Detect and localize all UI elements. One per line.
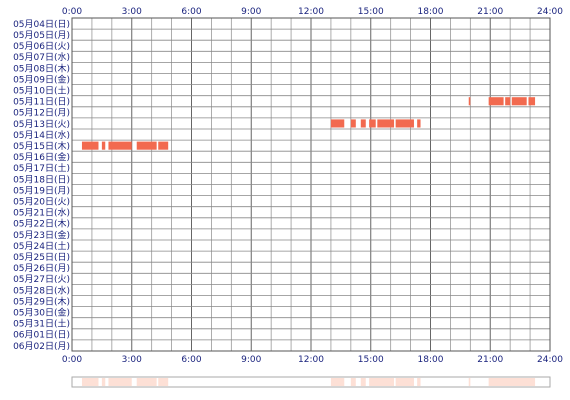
day-label: 05月07日(水) xyxy=(13,51,70,63)
day-label: 05月25日(日) xyxy=(13,252,70,263)
x-tick-label-bottom: 9:00 xyxy=(241,355,261,365)
summary-segment xyxy=(101,378,106,386)
summary-segment xyxy=(108,378,132,386)
summary-segment xyxy=(468,378,471,386)
x-tick-label-bottom: 18:00 xyxy=(418,355,444,365)
day-label: 05月29日(木) xyxy=(13,295,70,307)
plot-frame xyxy=(71,17,551,352)
summary-segment xyxy=(417,378,421,386)
summary-segment xyxy=(369,378,395,386)
x-tick-label-top: 21:00 xyxy=(477,7,503,17)
summary-segment xyxy=(360,378,366,386)
summary-segment xyxy=(350,378,356,386)
activity-segment xyxy=(330,119,345,128)
day-label: 05月09日(金) xyxy=(13,73,70,85)
activity-segment xyxy=(468,97,471,106)
summary-segment xyxy=(81,378,99,386)
x-tick-label-top: 24:00 xyxy=(537,7,563,17)
x-tick-label-top: 6:00 xyxy=(181,7,201,17)
summary-strip-frame xyxy=(71,376,551,388)
activity-segment xyxy=(377,119,395,128)
x-tick-label-bottom: 6:00 xyxy=(181,355,201,365)
segment-layer xyxy=(81,97,536,150)
activity-segment xyxy=(108,141,132,150)
day-label: 05月15日(木) xyxy=(13,140,70,152)
day-label: 05月06日(火) xyxy=(13,41,70,52)
x-tick-label-bottom: 3:00 xyxy=(122,355,142,365)
activity-segment xyxy=(505,97,511,106)
summary-strip xyxy=(71,376,551,388)
day-label: 05月31日(土) xyxy=(13,318,70,330)
day-label: 05月30日(金) xyxy=(13,307,70,319)
x-tick-label-bottom: 0:00 xyxy=(62,355,82,365)
x-tick-label-bottom: 12:00 xyxy=(298,355,324,365)
activity-segment xyxy=(360,119,366,128)
activity-segment xyxy=(101,141,106,150)
day-label: 05月21日(水) xyxy=(13,207,70,219)
day-label: 05月17日(土) xyxy=(13,162,70,174)
summary-segment xyxy=(395,378,414,386)
day-label: 05月24日(土) xyxy=(13,240,70,252)
x-tick-label-top: 18:00 xyxy=(418,7,444,17)
activity-segment xyxy=(395,119,414,128)
x-tick-label-top: 3:00 xyxy=(122,7,142,17)
x-tick-label-top: 15:00 xyxy=(358,7,384,17)
summary-segment xyxy=(330,378,345,386)
day-label: 05月10日(土) xyxy=(13,85,70,97)
day-label: 05月27日(火) xyxy=(13,274,70,285)
x-tick-label-bottom: 21:00 xyxy=(477,355,503,365)
day-label: 05月13日(火) xyxy=(13,119,70,130)
day-label: 05月23日(金) xyxy=(13,229,70,241)
day-label: 05月28日(水) xyxy=(13,284,70,296)
grid-layer xyxy=(71,17,551,352)
x-tick-label-bottom: 24:00 xyxy=(537,355,563,365)
activity-segment xyxy=(369,119,376,128)
x-tick-label-bottom: 15:00 xyxy=(358,355,384,365)
day-label: 06月02日(月) xyxy=(13,341,70,352)
day-label: 05月18日(日) xyxy=(13,174,70,185)
activity-segment xyxy=(81,141,99,150)
summary-segment xyxy=(488,378,536,386)
activity-segment xyxy=(417,119,421,128)
activity-segment xyxy=(488,97,504,106)
activity-segment xyxy=(350,119,356,128)
day-label: 05月04日(日) xyxy=(13,19,70,30)
activity-segment xyxy=(511,97,527,106)
day-label: 05月11日(日) xyxy=(13,97,70,108)
day-label: 05月16日(金) xyxy=(13,151,70,163)
day-label: 05月20日(火) xyxy=(13,197,70,208)
label-layer: 0:00 0:00 3:00 3:00 6:00 6:00 9:00 9:00 12:00 12:… xyxy=(13,7,563,365)
summary-segment xyxy=(136,378,157,386)
day-label: 05月19日(月) xyxy=(13,185,70,196)
day-label: 05月12日(月) xyxy=(13,108,70,119)
x-tick-label-top: 12:00 xyxy=(298,7,324,17)
activity-segment xyxy=(136,141,157,150)
activity-segment xyxy=(528,97,536,106)
activity-segment xyxy=(158,141,169,150)
x-tick-label-top: 9:00 xyxy=(241,7,261,17)
day-label: 05月08日(木) xyxy=(13,62,70,74)
day-label: 05月22日(木) xyxy=(13,218,70,230)
day-label: 05月14日(水) xyxy=(13,129,70,141)
day-label: 05月05日(月) xyxy=(13,30,70,41)
summary-segment xyxy=(158,378,169,386)
day-label: 06月01日(日) xyxy=(13,330,70,341)
x-tick-label-top: 0:00 xyxy=(62,7,82,17)
day-label: 05月26日(月) xyxy=(13,263,70,274)
